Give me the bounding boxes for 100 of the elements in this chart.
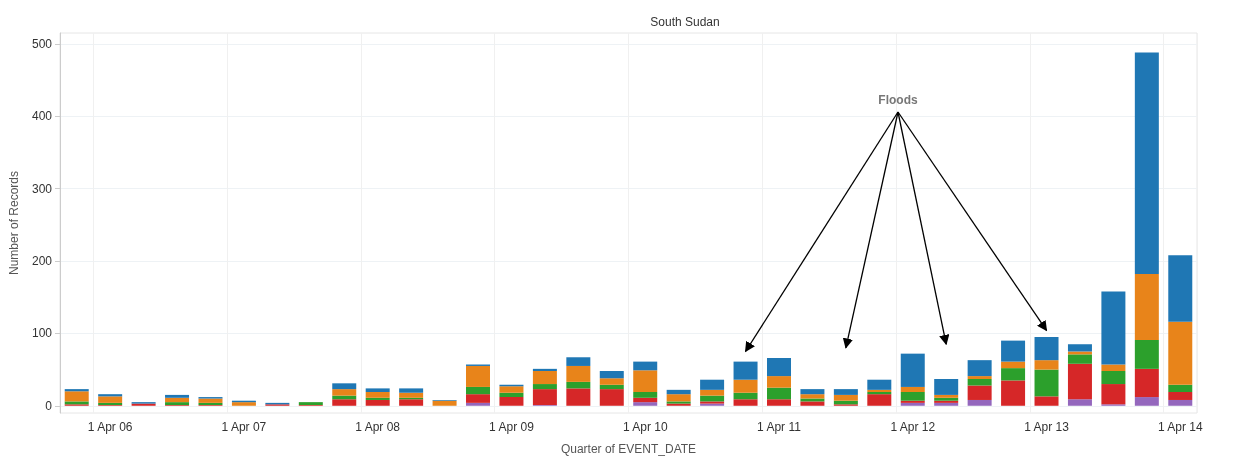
bar [733,379,758,393]
x-tick-label: 1 Apr 10 [622,420,668,434]
bar [1134,274,1159,340]
x-axis-title: Quarter of EVENT_DATE [560,442,697,456]
bar [967,376,992,379]
bar [532,368,557,372]
bar [967,378,992,386]
bar [466,402,491,406]
bar [766,387,791,400]
bar [1101,364,1126,372]
bar [599,371,624,379]
bar [633,361,658,371]
x-tick-label: 1 Apr 08 [355,420,401,434]
bar [1034,360,1059,370]
bar [867,379,892,390]
bar [1168,399,1193,406]
y-tick-label: 0 [45,398,53,413]
bar [833,389,858,395]
bar [165,397,190,403]
y-tick-label: 500 [31,36,53,51]
bar [1067,399,1092,406]
bar [1001,368,1026,381]
bar [1168,255,1193,322]
x-tick-label: 1 Apr 13 [1024,420,1070,434]
bar [733,392,758,400]
y-tick-label: 300 [31,181,53,196]
bar [1001,380,1026,406]
bar [1001,361,1026,369]
annotation: Floods [878,93,918,107]
bar [1134,339,1159,369]
bar [967,399,992,406]
bar [399,388,424,393]
bar [700,389,725,396]
bar [1134,368,1159,398]
bar [1001,340,1026,362]
bar [365,399,390,406]
bar [198,398,223,403]
bar [532,389,557,406]
bar [466,365,491,387]
bar [1134,52,1159,275]
x-tick-label: 1 Apr 14 [1157,420,1203,434]
bar [1067,344,1092,352]
y-tick-label: 200 [31,254,53,268]
x-tick-label: 1 Apr 09 [489,420,535,434]
bar [399,392,424,398]
bar [1168,321,1193,385]
bar [766,357,791,377]
bar [1101,384,1126,405]
bar [800,394,825,399]
bar [532,371,557,385]
bar [599,384,624,390]
bar [633,392,658,398]
bar [499,397,524,406]
bar [800,389,825,395]
bar [833,394,858,401]
bar [499,392,524,398]
bar [332,399,357,406]
bar [599,378,624,385]
bar [967,385,992,400]
bar [532,384,557,390]
bar [64,389,89,392]
bar [1034,337,1059,361]
bar [1034,396,1059,406]
bar [98,394,123,397]
bar [934,378,959,395]
bar [766,399,791,406]
bar [332,389,357,396]
bar [900,353,925,387]
bar [900,392,925,401]
bar [967,360,992,377]
bar [867,394,892,406]
bar [1067,363,1092,400]
bar [466,394,491,403]
bar [1034,369,1059,397]
x-tick-label: 1 Apr 06 [87,420,133,434]
bar [800,401,825,406]
bar [566,381,591,389]
bar [733,399,758,406]
bar [64,391,89,402]
bar [566,365,591,382]
bar [365,392,390,398]
bar [1067,351,1092,355]
bar [399,399,424,406]
bar [700,379,725,390]
bar [900,386,925,393]
bar [365,397,390,400]
bar [733,361,758,380]
bar [466,386,491,395]
bar [633,397,658,403]
x-tick-label: 1 Apr 07 [221,420,267,434]
bar [766,376,791,388]
bar [1134,397,1159,406]
bar [432,400,457,406]
bar [1067,354,1092,364]
bar [1168,384,1193,393]
bar [98,396,123,403]
bar [1101,291,1126,365]
bar [1168,392,1193,400]
y-tick-label: 100 [31,326,53,341]
chart-title: South Sudan [650,15,720,29]
